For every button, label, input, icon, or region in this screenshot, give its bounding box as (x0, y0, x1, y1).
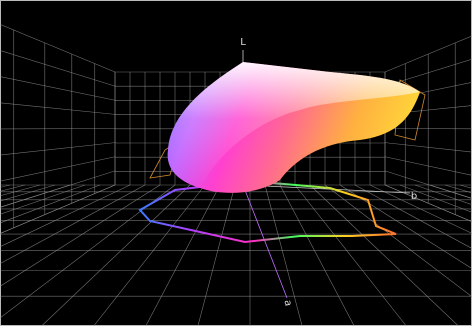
grid-line (384, 142, 472, 153)
grid-line (309, 184, 459, 326)
grid-line (0, 184, 116, 234)
grid-line (354, 184, 472, 249)
grid-line (0, 102, 116, 115)
b-axis (242, 184, 411, 194)
grid-line (324, 184, 472, 298)
grid-line (384, 156, 472, 176)
a-axis (242, 184, 288, 299)
grid-line (369, 184, 472, 234)
grid-line (41, 184, 191, 326)
grid-line (0, 184, 86, 215)
grid-line (0, 184, 101, 224)
grid-line (384, 58, 472, 87)
l-label: L (240, 37, 246, 48)
grid-line (145, 184, 221, 326)
grid-line (93, 184, 206, 326)
grid-line (0, 184, 146, 265)
gamut-highlight (167, 62, 420, 188)
grid-line (339, 184, 472, 269)
grid-line (0, 156, 116, 182)
grid-line (294, 184, 407, 326)
grid-line (0, 76, 116, 101)
grid-line (0, 23, 116, 73)
b-label: b (411, 191, 417, 202)
grid-line (384, 128, 472, 130)
grid-line (0, 184, 161, 287)
grid-line (384, 184, 472, 223)
grid-line (0, 184, 131, 248)
grid-line (264, 184, 303, 326)
grid-line (399, 184, 472, 213)
grid-line (279, 184, 355, 326)
grid-line (0, 142, 116, 156)
grid-line (0, 50, 116, 87)
grid-line (0, 128, 116, 130)
grid-line (384, 35, 472, 73)
grid-line (384, 105, 472, 115)
grid-line (197, 184, 236, 326)
a-label: a (282, 299, 294, 307)
